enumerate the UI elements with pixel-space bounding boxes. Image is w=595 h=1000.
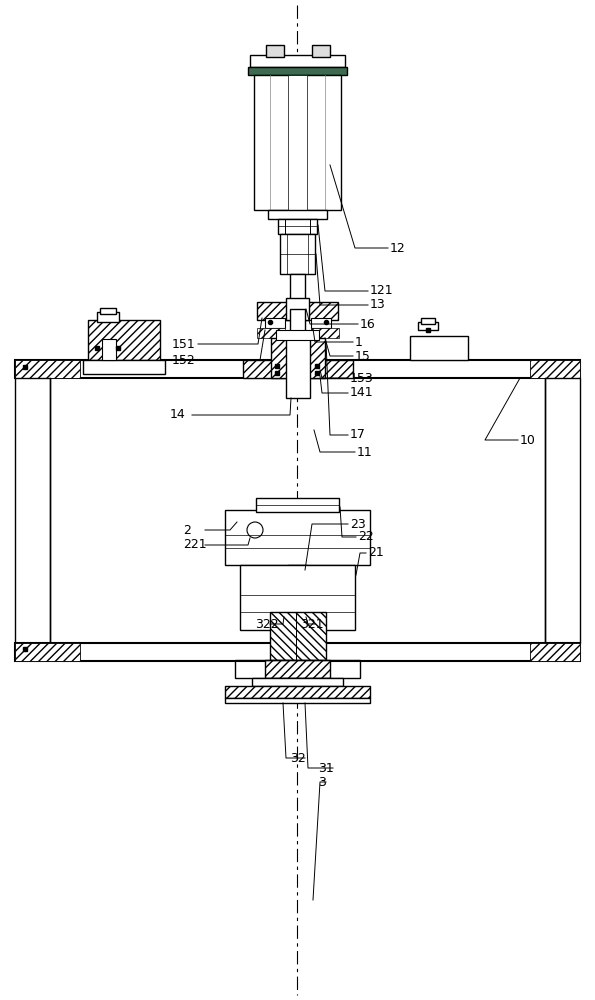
- Bar: [305, 302, 338, 320]
- Bar: [252, 678, 343, 686]
- Bar: [97, 312, 119, 322]
- Bar: [280, 234, 315, 274]
- Bar: [271, 338, 291, 378]
- Text: 121: 121: [370, 284, 394, 298]
- Bar: [240, 565, 355, 630]
- Bar: [311, 328, 339, 338]
- Bar: [256, 498, 339, 512]
- Bar: [254, 75, 341, 210]
- Bar: [296, 612, 326, 660]
- Bar: [545, 378, 580, 643]
- Text: 12: 12: [390, 241, 406, 254]
- Bar: [15, 378, 50, 643]
- Text: 21: 21: [368, 546, 384, 560]
- Text: 221: 221: [183, 538, 206, 552]
- Text: 14: 14: [170, 408, 186, 422]
- Bar: [15, 643, 80, 661]
- Bar: [278, 219, 317, 234]
- Text: 31: 31: [318, 762, 334, 774]
- Text: 152: 152: [171, 354, 195, 366]
- Text: 23: 23: [350, 518, 366, 530]
- Bar: [276, 330, 319, 340]
- Bar: [83, 360, 165, 374]
- Text: 17: 17: [350, 428, 366, 442]
- Text: 3: 3: [318, 776, 326, 788]
- Bar: [257, 302, 290, 320]
- Bar: [250, 55, 345, 67]
- Text: 15: 15: [355, 350, 371, 362]
- Bar: [312, 45, 330, 57]
- Bar: [305, 338, 325, 378]
- Bar: [225, 510, 370, 565]
- Bar: [265, 660, 330, 678]
- Bar: [270, 612, 300, 660]
- Bar: [288, 565, 307, 600]
- Text: 13: 13: [370, 298, 386, 312]
- Text: 321: 321: [300, 617, 324, 631]
- Bar: [270, 612, 326, 660]
- Text: 322: 322: [255, 617, 278, 631]
- Bar: [248, 67, 347, 75]
- Bar: [266, 45, 284, 57]
- Text: 10: 10: [520, 434, 536, 446]
- Bar: [268, 210, 327, 219]
- Bar: [290, 274, 305, 309]
- Bar: [265, 318, 285, 328]
- Text: 11: 11: [357, 446, 372, 458]
- Text: 141: 141: [350, 386, 374, 399]
- Bar: [286, 298, 309, 320]
- Bar: [235, 660, 360, 678]
- Bar: [102, 339, 116, 360]
- Text: 1: 1: [355, 336, 363, 349]
- Bar: [530, 643, 580, 661]
- Bar: [311, 318, 331, 328]
- Text: 2: 2: [183, 524, 191, 536]
- Bar: [88, 320, 160, 360]
- Text: 32: 32: [290, 752, 306, 764]
- Bar: [15, 643, 580, 661]
- Bar: [530, 360, 580, 378]
- Bar: [421, 318, 435, 324]
- Bar: [286, 338, 310, 398]
- Bar: [410, 336, 468, 360]
- Bar: [100, 308, 116, 314]
- Text: 153: 153: [350, 371, 374, 384]
- Bar: [290, 309, 305, 364]
- Bar: [225, 686, 370, 698]
- Bar: [243, 360, 297, 378]
- Bar: [271, 338, 325, 378]
- Bar: [418, 322, 438, 330]
- Text: 16: 16: [360, 318, 376, 330]
- Bar: [15, 360, 80, 378]
- Bar: [15, 360, 580, 378]
- Bar: [299, 360, 353, 378]
- Bar: [288, 75, 307, 210]
- Text: 151: 151: [171, 338, 195, 351]
- Bar: [257, 328, 285, 338]
- Text: 22: 22: [358, 530, 374, 544]
- Bar: [225, 698, 370, 703]
